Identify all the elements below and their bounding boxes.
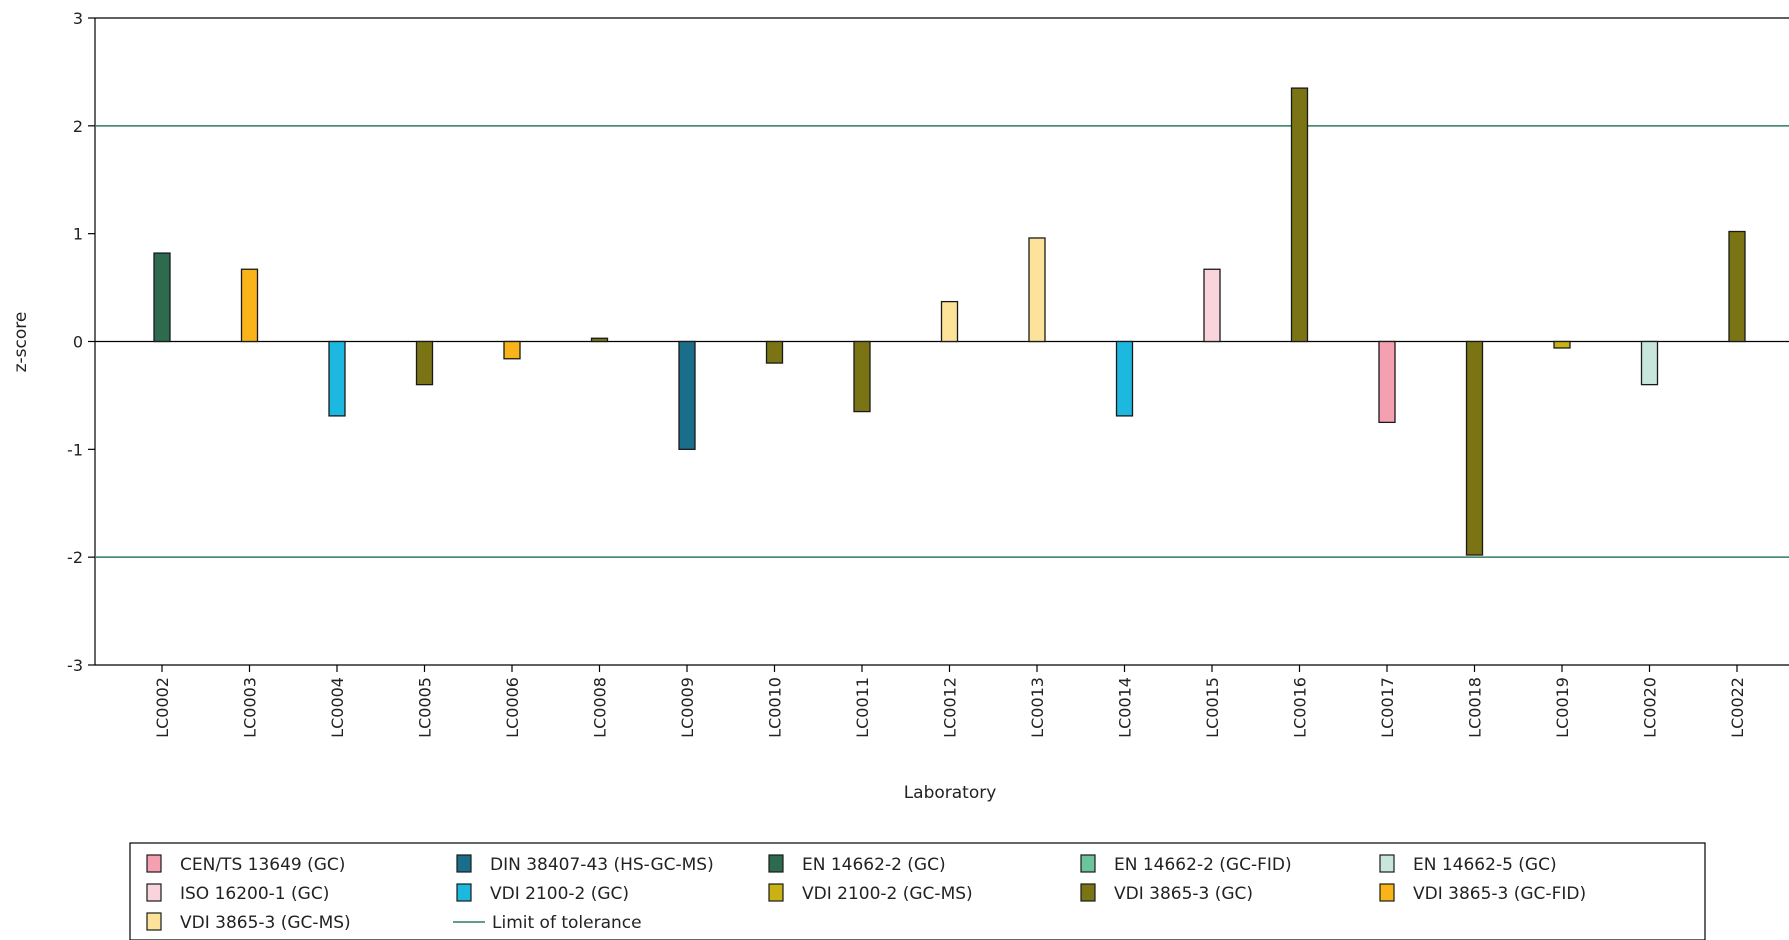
x-tick-label: LC0022 [1728,677,1747,738]
tolerance-lines [95,125,1789,558]
y-tick-label: -3 [67,656,83,675]
bar-lc0003 [240,268,259,343]
x-tick-label: LC0002 [153,677,172,738]
x-tick-label: LC0018 [1466,677,1485,738]
bar-lc0014 [1115,340,1134,417]
legend: CEN/TS 13649 (GC) DIN 38407-43 (HS-GC-MS)… [129,842,1706,940]
x-tick-label: LC0020 [1641,677,1660,738]
y-tick-label: -1 [67,440,83,459]
x-tick-label: LC0016 [1291,677,1310,738]
legend-swatch [456,883,472,902]
legend-box [129,842,1706,940]
legend-label: VDI 2100-2 (GC) [490,884,629,904]
legend-label: VDI 3865-3 (GC) [1114,884,1253,904]
x-tick-label: LC0006 [503,677,522,738]
bar-lc0012 [940,300,959,343]
x-tick-label: LC0005 [416,677,435,738]
bar-lc0005 [415,340,434,386]
bar-lc0010 [765,340,784,364]
x-tick-label: LC0011 [853,677,872,738]
y-tick-label: 3 [73,9,83,28]
x-tick-label: LC0004 [328,677,347,738]
legend-swatch [146,854,162,873]
x-ticks: LC0002 LC0003 LC0004 LC0005 LC0006 LC0008 LC00… [153,665,1747,738]
legend-swatch [1080,854,1096,873]
legend-swatch [146,883,162,902]
y-tick-label: 2 [73,117,83,136]
legend-label: EN 14662-2 (GC-FID) [1114,855,1292,875]
bar-lc0013 [1028,237,1046,343]
y-axis-title: z-score [11,312,31,373]
bar-lc0022 [1728,230,1746,343]
bar-lc0006 [503,340,521,360]
bar-lc0018 [1465,340,1484,556]
bar-lc0016 [1290,87,1309,343]
bar-lc0011 [853,340,871,413]
legend-label: ISO 16200-1 (GC) [180,884,329,904]
legend-swatch [768,854,784,873]
bar-lc0017 [1378,340,1396,424]
x-tick-label: LC0019 [1553,677,1572,738]
x-tick-label: LC0008 [591,677,610,738]
legend-swatch [456,854,472,873]
x-tick-label: LC0012 [941,677,960,738]
x-axis-title: Laboratory [904,783,997,803]
legend-label: Limit of tolerance [492,913,642,933]
bar-lc0004 [328,340,346,417]
legend-label: EN 14662-2 (GC) [802,855,946,875]
legend-swatch [146,912,162,931]
bar-lc0019 [1553,340,1571,349]
x-tick-label: LC0010 [766,677,785,738]
bar-lc0020 [1640,340,1659,386]
x-tick-label: LC0014 [1116,677,1135,738]
legend-swatch [1379,854,1395,873]
legend-swatch [768,883,784,902]
bar-lc0008 [590,337,609,343]
bar-lc0015 [1203,268,1221,343]
y-ticks: -3 -2 -1 0 1 2 3 [67,9,95,675]
legend-label: VDI 2100-2 (GC-MS) [802,884,973,904]
y-tick-label: -2 [67,548,83,567]
bar-lc0009 [678,340,696,450]
legend-label: CEN/TS 13649 (GC) [180,855,345,875]
x-tick-label: LC0009 [678,677,697,738]
legend-label: VDI 3865-3 (GC-FID) [1413,884,1586,904]
legend-label: VDI 3865-3 (GC-MS) [180,913,351,933]
bar-lc0002 [153,252,171,343]
legend-label: EN 14662-5 (GC) [1413,855,1557,875]
bars [153,87,1746,556]
x-tick-label: LC0017 [1378,677,1397,738]
x-tick-label: LC0013 [1028,677,1047,738]
legend-swatch [1379,883,1395,902]
x-tick-label: LC0015 [1203,677,1222,738]
y-tick-label: 1 [73,225,83,244]
x-tick-label: LC0003 [241,677,260,738]
legend-swatch [1080,883,1096,902]
y-tick-label: 0 [73,333,83,352]
legend-label: DIN 38407-43 (HS-GC-MS) [490,855,714,875]
legend-items: CEN/TS 13649 (GC) DIN 38407-43 (HS-GC-MS)… [146,854,1586,933]
